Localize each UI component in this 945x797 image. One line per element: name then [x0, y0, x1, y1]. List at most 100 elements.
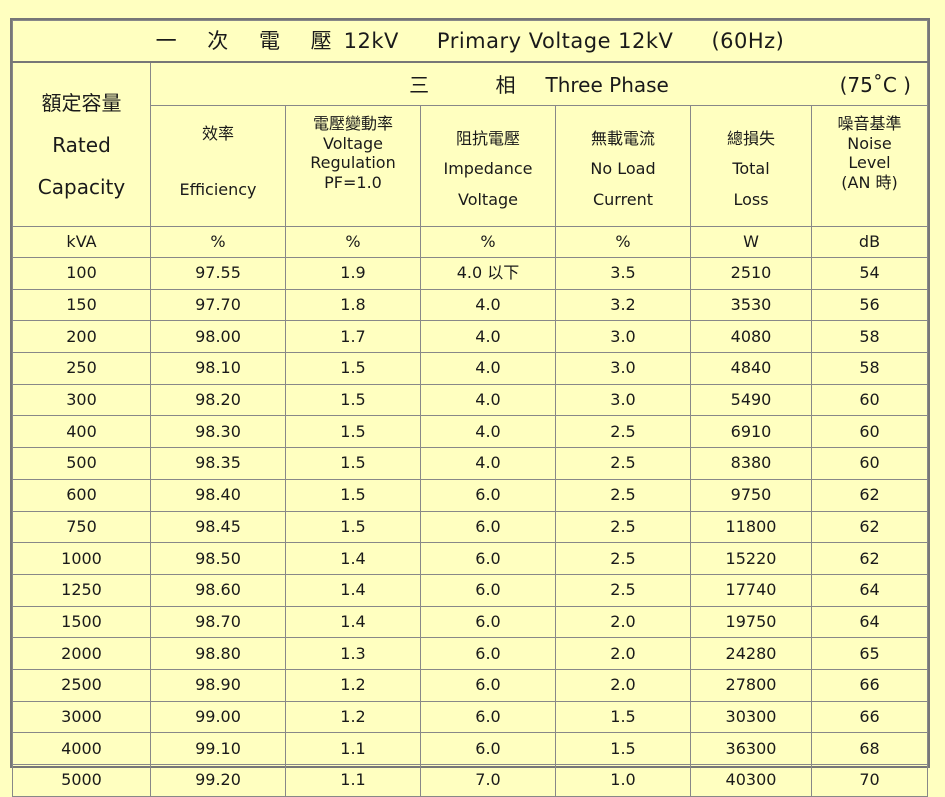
impedance-cell: 4.0: [420, 447, 556, 480]
capacity-cell: 1250: [12, 573, 151, 607]
title-en: Primary Voltage 12kV: [436, 28, 674, 53]
capacity-header: 額定容量 Rated Capacity: [12, 61, 151, 227]
impedance-cell: 6.0: [420, 637, 556, 670]
noise-cell: 62: [811, 478, 928, 512]
table-row: 1250 98.60 1.4 6.0 2.5 17740 64: [12, 573, 928, 607]
noise-cell: 58: [811, 320, 928, 354]
col-header-en: Voltage: [457, 189, 518, 209]
unit-row: kVA % % % % W dB: [12, 226, 928, 258]
total-loss-cell: 40300: [690, 764, 812, 797]
noise-cell: 62: [811, 510, 928, 544]
impedance-cell: 6.0: [420, 478, 556, 512]
no-load-current-cell: 3.2: [555, 288, 691, 322]
unit-cell: %: [555, 226, 691, 258]
noise-cell: 68: [811, 732, 928, 765]
efficiency-cell: 98.80: [150, 637, 286, 670]
unit-cell: %: [285, 226, 421, 258]
title-frequency: (60Hz): [711, 28, 785, 53]
table-row: 300 98.20 1.5 4.0 3.0 5490 60: [12, 383, 928, 417]
no-load-current-cell: 1.5: [555, 732, 691, 765]
impedance-cell: 4.0: [420, 288, 556, 322]
title-zh-voltage: 12kV: [343, 28, 399, 53]
noise-cell: 64: [811, 605, 928, 639]
col-header-noise: 噪音基準 Noise Level (AN 時): [811, 105, 928, 227]
no-load-current-cell: 1.5: [555, 700, 691, 734]
noise-cell: 60: [811, 415, 928, 449]
col-header-en: (AN 時): [841, 172, 898, 192]
efficiency-cell: 98.50: [150, 542, 286, 575]
phase-temperature: (75˚C ): [839, 73, 911, 97]
noise-cell: 60: [811, 383, 928, 417]
regulation-cell: 1.5: [285, 510, 421, 544]
no-load-current-cell: 2.5: [555, 447, 691, 480]
table-row: 750 98.45 1.5 6.0 2.5 11800 62: [12, 510, 928, 544]
impedance-cell: 6.0: [420, 700, 556, 734]
col-header-no-load-current: 無載電流 No Load Current: [555, 105, 691, 227]
col-header-zh: 無載電流: [590, 129, 655, 148]
table-row: 3000 99.00 1.2 6.0 1.5 30300 66: [12, 700, 928, 734]
unit-cell: W: [690, 226, 812, 258]
col-header-zh: 效率: [201, 124, 234, 143]
col-header-regulation: 電壓變動率 Voltage Regulation PF=1.0: [285, 105, 421, 227]
impedance-cell: 4.0: [420, 415, 556, 449]
no-load-current-cell: 3.0: [555, 383, 691, 417]
table-row: 150 97.70 1.8 4.0 3.2 3530 56: [12, 288, 928, 322]
capacity-cell: 2500: [12, 668, 151, 702]
regulation-cell: 1.3: [285, 637, 421, 670]
capacity-cell: 750: [12, 510, 151, 544]
noise-cell: 66: [811, 668, 928, 702]
col-header-en: Current: [592, 189, 654, 209]
efficiency-cell: 98.30: [150, 415, 286, 449]
capacity-cell: 2000: [12, 637, 151, 670]
efficiency-cell: 98.45: [150, 510, 286, 544]
table-row: 600 98.40 1.5 6.0 2.5 9750 62: [12, 478, 928, 512]
noise-cell: 64: [811, 573, 928, 607]
col-header-total-loss: 總損失 Total Loss: [690, 105, 812, 227]
col-header-en: Level: [848, 153, 891, 173]
regulation-cell: 1.4: [285, 542, 421, 575]
capacity-cell: 600: [12, 478, 151, 512]
no-load-current-cell: 3.0: [555, 352, 691, 385]
no-load-current-cell: 2.5: [555, 542, 691, 575]
noise-cell: 58: [811, 352, 928, 385]
total-loss-cell: 19750: [690, 605, 812, 639]
capacity-cell: 250: [12, 352, 151, 385]
noise-cell: 62: [811, 542, 928, 575]
capacity-cell: 300: [12, 383, 151, 417]
table-row: 1500 98.70 1.4 6.0 2.0 19750 64: [12, 605, 928, 639]
total-loss-cell: 5490: [690, 383, 812, 417]
no-load-current-cell: 1.0: [555, 764, 691, 797]
table-row: 500 98.35 1.5 4.0 2.5 8380 60: [12, 447, 928, 480]
efficiency-cell: 97.55: [150, 257, 286, 290]
col-header-zh: 總損失: [726, 129, 775, 148]
col-header-zh: 阻抗電壓: [455, 129, 520, 148]
efficiency-cell: 99.00: [150, 700, 286, 734]
col-header-efficiency: 效率 Efficiency: [150, 105, 286, 227]
regulation-cell: 1.4: [285, 605, 421, 639]
regulation-cell: 1.5: [285, 478, 421, 512]
capacity-cell: 100: [12, 257, 151, 290]
impedance-cell: 6.0: [420, 668, 556, 702]
noise-cell: 60: [811, 447, 928, 480]
noise-cell: 65: [811, 637, 928, 670]
regulation-cell: 1.7: [285, 320, 421, 354]
data-body: 100 97.55 1.9 4.0 以下 3.5 2510 54 150 97.70 1.8 4.0…: [12, 257, 928, 797]
unit-cell: kVA: [12, 226, 151, 258]
unit-cell: %: [150, 226, 286, 258]
impedance-cell: 4.0 以下: [420, 257, 556, 290]
no-load-current-cell: 2.0: [555, 668, 691, 702]
efficiency-cell: 97.70: [150, 288, 286, 322]
table-row: 5000 99.20 1.1 7.0 1.0 40300 70: [12, 764, 928, 797]
table-row: 250 98.10 1.5 4.0 3.0 4840 58: [12, 352, 928, 385]
regulation-cell: 1.5: [285, 352, 421, 385]
impedance-cell: 6.0: [420, 573, 556, 607]
table-row: 2500 98.90 1.2 6.0 2.0 27800 66: [12, 668, 928, 702]
table-row: 2000 98.80 1.3 6.0 2.0 24280 65: [12, 637, 928, 670]
no-load-current-cell: 2.5: [555, 415, 691, 449]
unit-cell: %: [420, 226, 556, 258]
regulation-cell: 1.8: [285, 288, 421, 322]
capacity-cell: 150: [12, 288, 151, 322]
unit-cell: dB: [811, 226, 928, 258]
capacity-cell: 500: [12, 447, 151, 480]
col-header-impedance: 阻抗電壓 Impedance Voltage: [420, 105, 556, 227]
